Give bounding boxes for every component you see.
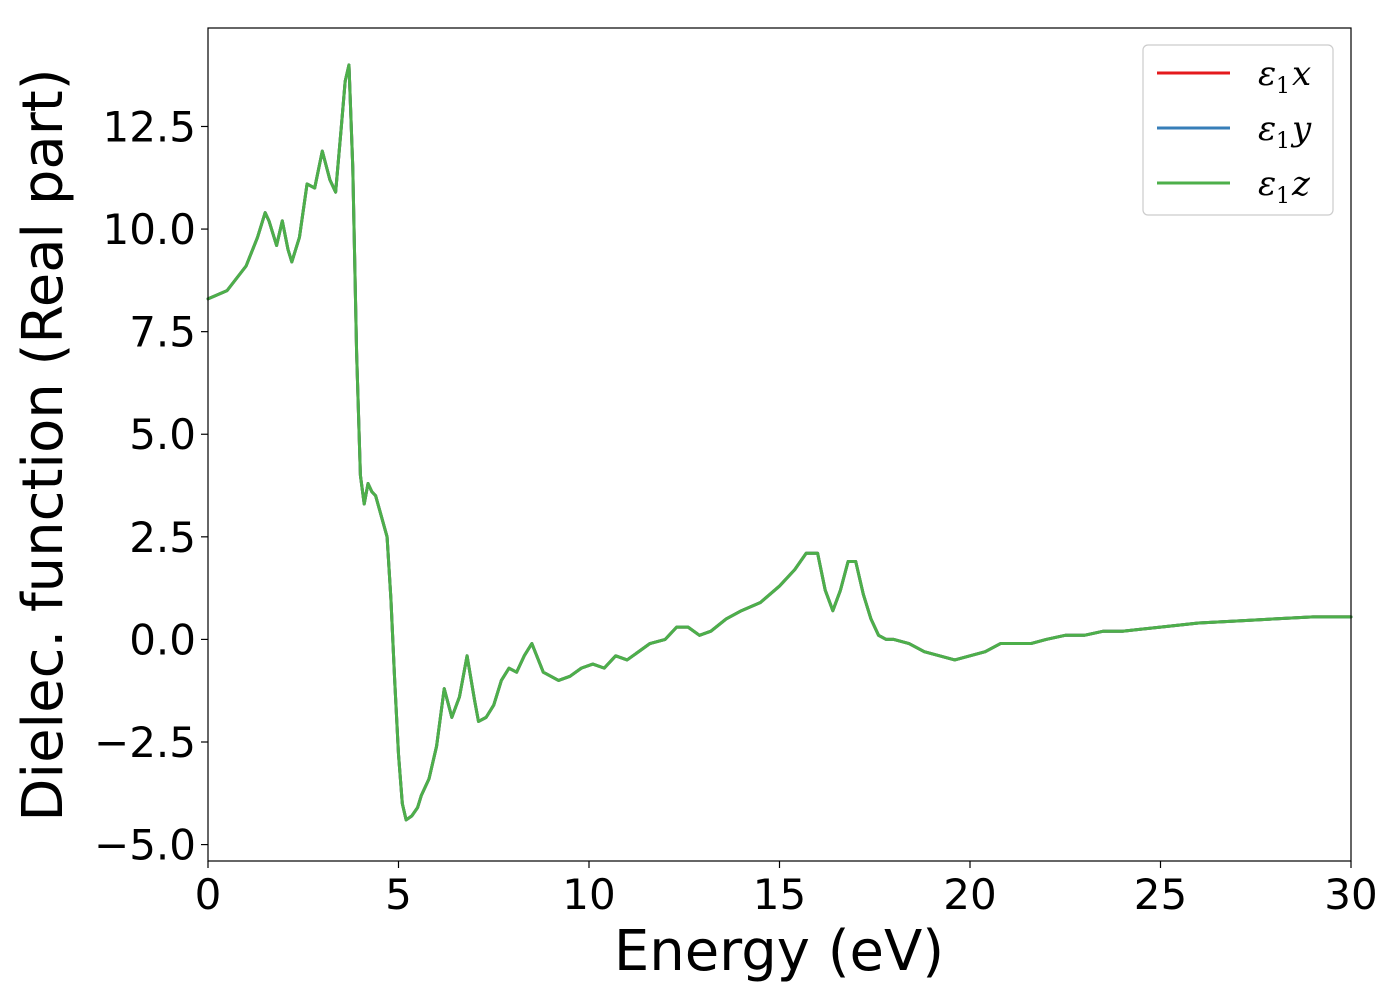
series-layer [206, 63, 1353, 822]
legend-items: ε 1 xε 1 yε 1 z [1157, 54, 1312, 209]
x-tick-label: 0 [195, 870, 222, 919]
y-tick-label: 7.5 [129, 308, 196, 357]
legend-component: y [1290, 109, 1312, 149]
legend-symbol: ε [1258, 164, 1276, 204]
legend-component: z [1291, 164, 1311, 204]
legend-component: x [1292, 54, 1311, 94]
x-tick-label: 25 [1134, 870, 1187, 919]
legend-symbol: ε [1258, 54, 1276, 94]
series-line-2 [206, 63, 1353, 822]
y-tick-label: −2.5 [94, 718, 196, 767]
x-tick-label: 20 [943, 870, 996, 919]
legend: ε 1 xε 1 yε 1 z [1142, 44, 1334, 216]
legend-symbol: ε [1258, 109, 1276, 149]
y-axis-title: Dielec. function (Real part) [11, 68, 76, 821]
x-tick-label: 5 [385, 870, 412, 919]
x-axis-ticks: 0 5 10 15 20 25 30 [195, 861, 1378, 919]
legend-subscript: 1 [1276, 74, 1290, 99]
x-tick-label: 30 [1324, 870, 1377, 919]
x-tick-label: 15 [753, 870, 806, 919]
x-axis-title: Energy (eV) [614, 919, 944, 984]
y-tick-label: 0.0 [129, 615, 196, 664]
legend-subscript: 1 [1276, 129, 1290, 154]
y-tick-label: 5.0 [129, 410, 196, 459]
y-tick-label: 10.0 [102, 205, 196, 254]
y-axis-ticks: −5.0 −2.5 0.0 2.5 5.0 7.5 10.0 12.5 [94, 102, 208, 870]
y-tick-label: 2.5 [129, 513, 196, 562]
y-tick-label: −5.0 [94, 821, 196, 870]
legend-subscript: 1 [1276, 184, 1290, 209]
y-tick-label: 12.5 [102, 102, 196, 151]
x-tick-label: 10 [562, 870, 615, 919]
legend-box [1142, 44, 1334, 216]
